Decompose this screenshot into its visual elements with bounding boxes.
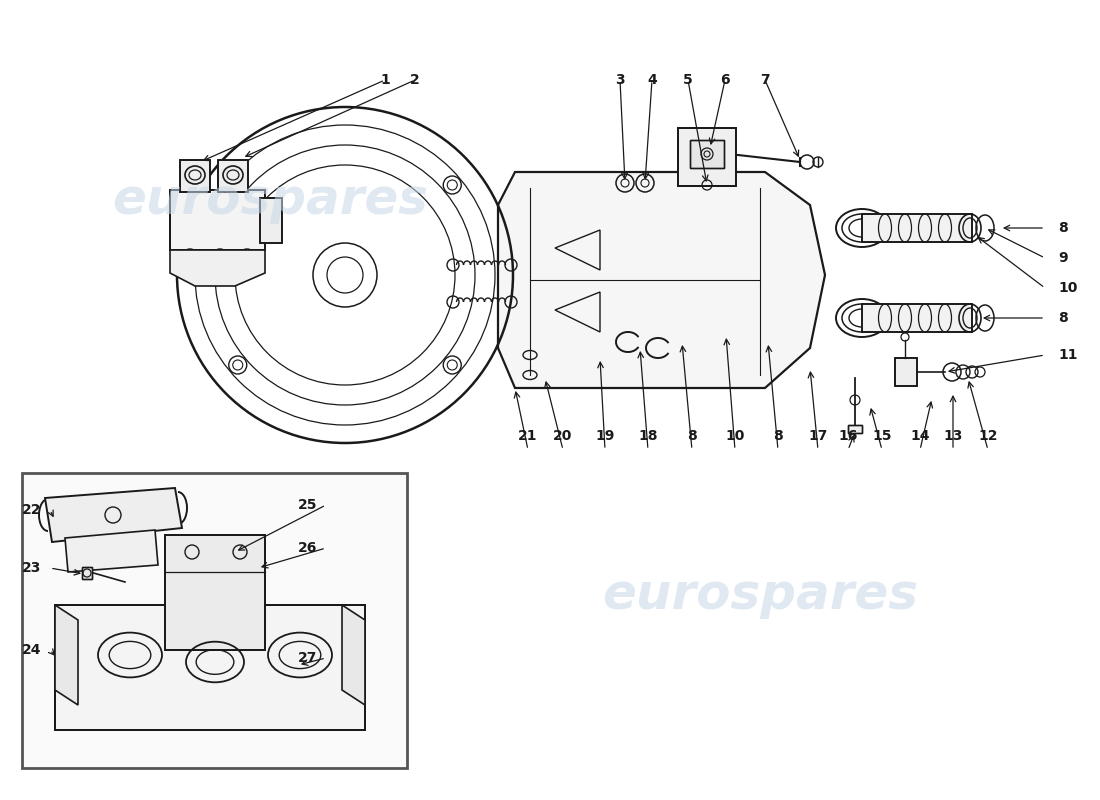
Bar (895, 358, 917, 386)
Bar (260, 198, 282, 243)
Text: 25: 25 (298, 498, 318, 512)
Text: 26: 26 (298, 541, 318, 555)
Bar (22, 473, 407, 768)
Bar (180, 160, 210, 192)
Bar (895, 358, 917, 386)
Bar (180, 160, 210, 192)
Bar (55, 605, 365, 730)
Text: 6: 6 (720, 73, 729, 87)
Text: 4: 4 (647, 73, 657, 87)
Text: 11: 11 (1058, 348, 1078, 362)
Text: 7: 7 (760, 73, 770, 87)
Bar (862, 214, 972, 242)
Bar (862, 304, 972, 332)
Bar (690, 140, 724, 168)
Bar (55, 605, 365, 730)
Text: 10: 10 (725, 429, 745, 443)
Text: 14: 14 (911, 429, 930, 443)
Text: 19: 19 (595, 429, 615, 443)
Text: 9: 9 (1058, 251, 1068, 265)
Bar (862, 304, 972, 332)
Text: 24: 24 (22, 643, 42, 657)
Bar (218, 160, 248, 192)
Bar (170, 190, 265, 250)
Text: 8: 8 (1058, 221, 1068, 235)
Text: 20: 20 (553, 429, 573, 443)
Bar (690, 140, 724, 168)
Bar (848, 425, 862, 433)
Bar (82, 567, 92, 579)
Text: 3: 3 (615, 73, 625, 87)
Bar (862, 214, 972, 242)
Polygon shape (45, 488, 182, 542)
Bar (678, 128, 736, 186)
Bar (848, 425, 862, 433)
Polygon shape (55, 605, 78, 705)
Bar (170, 190, 265, 250)
Polygon shape (65, 530, 158, 572)
Text: 16: 16 (838, 429, 858, 443)
Bar (678, 128, 736, 186)
Text: 8: 8 (688, 429, 697, 443)
Bar (218, 160, 248, 192)
Text: 15: 15 (872, 429, 892, 443)
Text: eurospares: eurospares (112, 176, 428, 224)
Text: 1: 1 (381, 73, 389, 87)
Bar (165, 535, 265, 650)
Text: 27: 27 (298, 651, 318, 665)
Bar (82, 567, 92, 579)
Text: 21: 21 (518, 429, 538, 443)
Text: 17: 17 (808, 429, 827, 443)
Text: 5: 5 (683, 73, 693, 87)
Text: 10: 10 (1058, 281, 1077, 295)
Polygon shape (498, 172, 825, 388)
Text: 2: 2 (410, 73, 420, 87)
Text: 13: 13 (944, 429, 962, 443)
Bar (260, 198, 282, 243)
Bar (165, 535, 265, 650)
Text: 18: 18 (638, 429, 658, 443)
Text: 22: 22 (22, 503, 42, 517)
Polygon shape (342, 605, 365, 705)
Text: 8: 8 (773, 429, 783, 443)
Text: eurospares: eurospares (602, 571, 918, 619)
Text: 23: 23 (22, 561, 42, 575)
Polygon shape (170, 250, 265, 286)
Text: 8: 8 (1058, 311, 1068, 325)
Text: 12: 12 (978, 429, 998, 443)
